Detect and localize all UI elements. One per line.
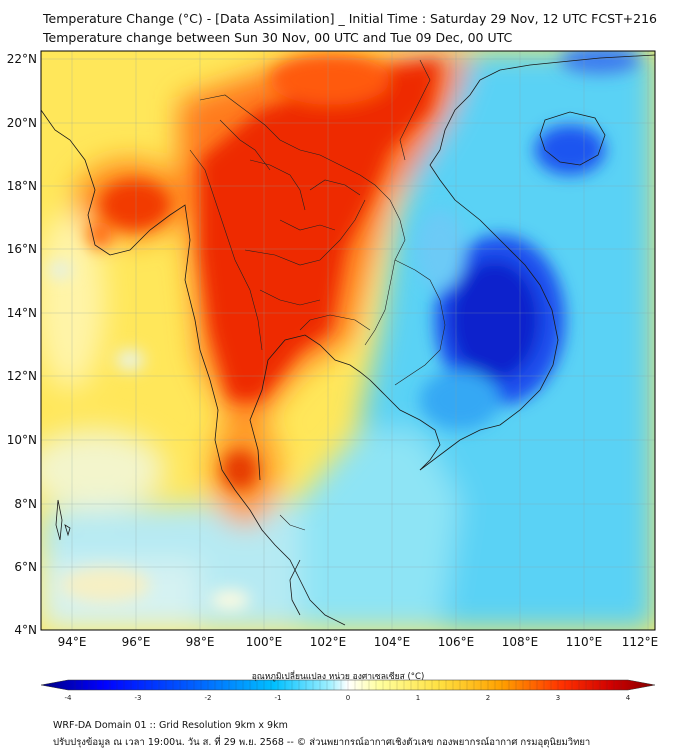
lat-label: 12°N bbox=[7, 369, 37, 383]
map-title: Temperature Change (°C) - [Data Assimila… bbox=[43, 11, 658, 26]
lat-label: 20°N bbox=[7, 116, 37, 130]
lon-label: 100°E bbox=[246, 635, 283, 649]
lat-label: 22°N bbox=[7, 52, 37, 66]
colorbar-tick: -3 bbox=[135, 694, 142, 702]
lon-label: 102°E bbox=[310, 635, 347, 649]
map-frame bbox=[40, 50, 656, 631]
lon-label: 106°E bbox=[438, 635, 475, 649]
lon-label: 108°E bbox=[502, 635, 539, 649]
colorbar: -4 -3 -2 -1 0 1 2 3 4 bbox=[40, 679, 656, 702]
colorbar-tick: 0 bbox=[346, 694, 350, 702]
colorbar-tick: 4 bbox=[626, 694, 631, 702]
lon-label: 96°E bbox=[122, 635, 151, 649]
lat-label: 4°N bbox=[14, 623, 37, 637]
longitude-labels: 94°E 96°E 98°E 100°E 102°E 104°E 106°E 1… bbox=[58, 635, 659, 649]
colorbar-tick: -1 bbox=[275, 694, 282, 702]
latitude-labels: 22°N 20°N 18°N 16°N 14°N 12°N 10°N 8°N 6… bbox=[7, 52, 37, 637]
colorbar-tick: 2 bbox=[486, 694, 490, 702]
credit-line: ปรับปรุงข้อมูล ณ เวลา 19:00น. วัน ส. ที่… bbox=[53, 737, 591, 748]
lat-label: 14°N bbox=[7, 306, 37, 320]
colorbar-label: อุณหภูมิเปลี่ยนแปลง หน่วย องศาเซลเซียส (… bbox=[251, 672, 425, 682]
lon-label: 98°E bbox=[186, 635, 215, 649]
temperature-field bbox=[41, 51, 655, 630]
lat-label: 16°N bbox=[7, 242, 37, 256]
lon-label: 112°E bbox=[622, 635, 659, 649]
colorbar-tick: -2 bbox=[205, 694, 212, 702]
lat-label: 6°N bbox=[14, 560, 37, 574]
lat-label: 18°N bbox=[7, 179, 37, 193]
lat-label: 10°N bbox=[7, 433, 37, 447]
lon-label: 104°E bbox=[374, 635, 411, 649]
colorbar-tick: 1 bbox=[416, 694, 420, 702]
colorbar-tick: 3 bbox=[556, 694, 560, 702]
coastlines bbox=[41, 54, 655, 626]
lon-label: 110°E bbox=[566, 635, 603, 649]
colorbar-tick: -4 bbox=[65, 694, 73, 702]
lon-label: 94°E bbox=[58, 635, 87, 649]
country-borders bbox=[189, 59, 446, 531]
graticule bbox=[41, 51, 655, 630]
map-subtitle: Temperature change between Sun 30 Nov, 0… bbox=[43, 30, 513, 45]
lat-label: 8°N bbox=[14, 497, 37, 511]
model-info: WRF-DA Domain 01 :: Grid Resolution 9km … bbox=[53, 720, 288, 731]
